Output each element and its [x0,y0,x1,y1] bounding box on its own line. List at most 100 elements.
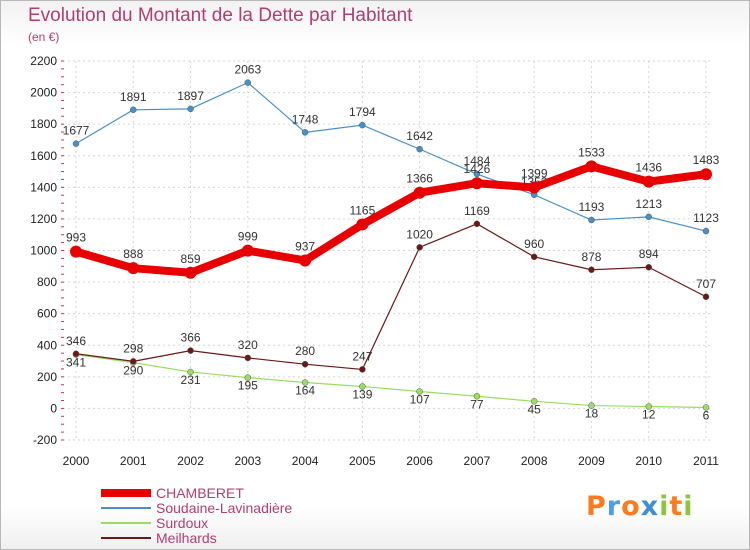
data-point [702,293,710,301]
data-label: 1399 [521,166,548,180]
data-label: 1213 [635,197,662,211]
logo-letter: i [683,491,694,522]
data-point [645,213,652,221]
data-point [72,140,80,147]
data-point [416,388,423,395]
data-label: 12 [642,408,656,422]
data-label: 937 [295,239,315,253]
data-point [645,403,652,410]
data-label: 1484 [464,154,491,168]
data-label: 1193 [579,200,605,214]
data-point [187,347,194,354]
data-label: 1436 [635,161,662,175]
data-label: 1483 [693,153,720,167]
data-label: 139 [352,387,372,401]
chart-subtitle: (en €) [28,30,60,44]
x-tick-label: 2004 [292,454,319,468]
data-label: 366 [181,331,201,345]
data-label: 18 [585,407,599,421]
data-label: 1677 [63,124,90,138]
y-tick-label: 800 [37,275,57,289]
data-label: 707 [696,277,716,291]
data-label: 999 [238,230,258,244]
y-tick-label: 2200 [30,54,57,68]
data-label: 1642 [406,129,433,143]
logo-letter: t [669,491,684,522]
data-point [416,244,423,251]
x-tick-label: 2010 [635,454,662,468]
y-tick-label: 1800 [30,117,57,131]
data-label: 1897 [177,89,204,103]
series-line-1 [75,353,707,409]
data-point [127,262,140,275]
logo-letter: P [586,491,607,522]
data-point [645,263,652,271]
series-line-0 [75,82,707,232]
data-point [187,368,194,376]
y-tick-label: 1200 [30,212,57,226]
logo-letter: r [606,491,622,522]
data-point [301,379,309,386]
data-label: 1169 [464,204,490,218]
data-point [473,220,481,228]
x-tick-label: 2005 [349,454,376,468]
data-point [530,398,538,405]
legend-label: Soudaine-Lavinadière [156,500,292,516]
data-label: 6 [703,408,710,422]
data-point [473,393,481,400]
data-point [470,177,483,190]
data-point [241,244,254,257]
data-label: 107 [410,393,430,407]
data-point [700,168,712,181]
data-point [416,145,423,153]
proxiti-logo: Proxiti [586,491,694,522]
y-tick-label: 400 [37,338,57,352]
data-point [359,121,366,129]
data-point [359,366,366,373]
data-point [588,216,595,224]
data-label: 894 [639,247,659,261]
legend-label: Meilhards [156,530,217,546]
data-label: 341 [66,356,86,370]
data-point [642,175,655,188]
y-tick-label: 200 [37,370,57,384]
x-tick-label: 2009 [578,454,605,468]
data-label: 320 [238,338,258,352]
y-tick-label: 0 [50,401,57,415]
data-point [130,106,137,114]
y-tick-label: 1400 [30,180,57,194]
x-tick-label: 2000 [63,454,90,468]
data-label: 1165 [349,203,375,217]
data-label: 290 [123,364,143,378]
data-label: 1891 [120,90,147,104]
logo-letter: o [621,491,641,522]
data-point [244,79,252,86]
data-label: 45 [528,402,542,416]
data-label: 1123 [693,211,719,225]
x-tick-label: 2001 [120,454,147,468]
data-point [244,354,252,362]
data-point [187,105,194,113]
data-point [588,266,595,274]
data-point [588,402,595,409]
data-label: 888 [123,247,143,261]
y-tick-label: 1600 [30,149,57,163]
data-point [359,383,366,390]
x-tick-label: 2003 [234,454,261,468]
data-label: 878 [581,250,601,264]
data-label: 1794 [349,105,376,119]
logo-letter: x [640,491,660,522]
data-point [473,170,481,178]
y-tick-label: 600 [37,307,57,321]
logo-letter: i [659,491,670,522]
series-line-3 [74,162,707,277]
data-label: 1748 [292,112,319,126]
data-point [702,404,710,411]
data-label: 993 [66,231,86,245]
data-point [70,245,82,258]
x-tick-label: 2006 [406,454,433,468]
data-label: 1366 [406,172,433,186]
data-label: 164 [295,384,315,398]
